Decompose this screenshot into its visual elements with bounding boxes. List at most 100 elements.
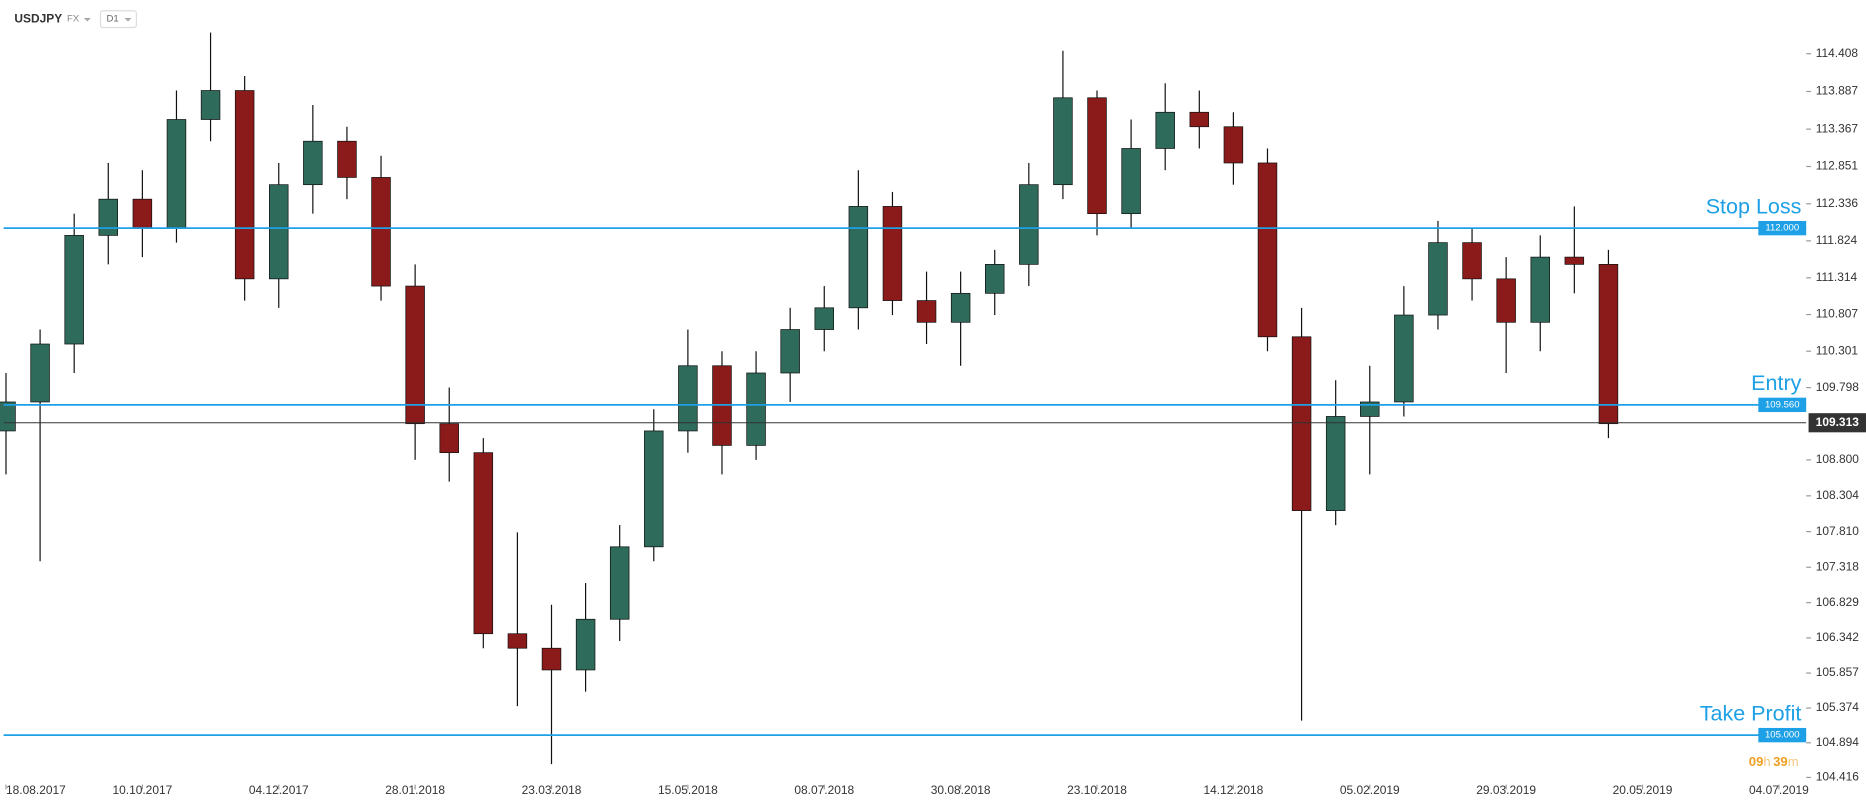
candle-body: [1394, 314, 1414, 403]
x-tick-label: 08.07.2018: [794, 783, 854, 797]
candle-body: [200, 90, 221, 120]
level-tag: [1758, 727, 1807, 743]
y-tick-label: 104.416: [1816, 770, 1860, 784]
candle-body: [1087, 97, 1107, 215]
y-tick-label: 109.798: [1816, 380, 1860, 394]
candle-body: [1257, 162, 1278, 338]
countdown-h: h: [1763, 755, 1770, 770]
candle-body: [1428, 242, 1448, 316]
x-tick-label: 30.08.2018: [931, 783, 991, 797]
level-tag: [1758, 397, 1807, 413]
candle-body: [337, 140, 357, 178]
candle-body: [1019, 184, 1039, 265]
symbol[interactable]: USDJPY: [14, 11, 62, 25]
interval-box[interactable]: [99, 10, 137, 29]
countdown-minutes: 39: [1773, 755, 1788, 770]
y-tick-label: 108.800: [1816, 452, 1860, 466]
countdown: 09h 39m: [1749, 755, 1799, 770]
candle-body: [644, 430, 664, 548]
x-tick-label: 18.08.2017: [6, 783, 66, 797]
candle-body: [678, 365, 698, 432]
candle-body: [64, 235, 84, 345]
y-tick-label: 106.342: [1816, 630, 1860, 644]
y-tick-label: 107.318: [1816, 559, 1860, 573]
y-tick-label: 113.887: [1816, 84, 1859, 98]
candle-body: [1564, 256, 1585, 265]
y-tick-label: 112.336: [1816, 196, 1859, 210]
y-tick-label: 108.304: [1816, 488, 1860, 502]
candle-body: [439, 423, 459, 454]
candle-body: [575, 618, 596, 671]
candle-body: [1291, 336, 1312, 511]
candle-body: [98, 198, 119, 236]
market[interactable]: FX: [67, 14, 80, 25]
level-name: Stop Loss: [1706, 194, 1802, 218]
y-tick-label: 112.851: [1816, 159, 1859, 173]
y-tick-label: 110.807: [1816, 307, 1859, 321]
candle-body: [0, 401, 16, 432]
candle-body: [1462, 242, 1482, 280]
candle-body: [166, 119, 187, 229]
level-tag: [1758, 220, 1807, 236]
candle-body: [1598, 263, 1619, 425]
candle-body: [984, 263, 1005, 294]
level-value-label: 105.000: [1765, 730, 1800, 741]
y-tick-label: 111.314: [1816, 270, 1858, 284]
current-price-label: 109.313: [1816, 415, 1860, 429]
interval[interactable]: D1: [106, 14, 118, 25]
candle-body: [303, 140, 323, 186]
candle-body: [371, 177, 391, 287]
level-value-label: 109.560: [1765, 399, 1800, 410]
candle-body: [780, 329, 800, 374]
y-tick-label: 113.367: [1816, 121, 1859, 135]
x-tick-label: 28.01.2018: [385, 783, 445, 797]
candle-body: [916, 300, 937, 323]
candle-body: [541, 647, 562, 671]
y-tick-label: 111.824: [1816, 233, 1858, 247]
candle-body: [1189, 111, 1210, 128]
countdown-m: m: [1788, 755, 1799, 770]
current-price-tag: [1808, 413, 1866, 433]
candle-body: [950, 292, 971, 323]
candle-body: [1530, 256, 1550, 323]
x-tick-label: 23.10.2018: [1067, 783, 1127, 797]
level-name: Entry: [1751, 371, 1801, 395]
level-name: Take Profit: [1700, 701, 1802, 725]
dropdown-arrow: [124, 17, 132, 22]
y-tick-label: 114.408: [1816, 46, 1859, 60]
x-tick-label: 29.03.2019: [1476, 783, 1536, 797]
candle-body: [746, 372, 766, 446]
dropdown-arrow: [83, 17, 91, 22]
candle-body: [1325, 416, 1346, 511]
candle-body: [405, 285, 425, 425]
candle-body: [507, 633, 528, 649]
candle-body: [814, 307, 834, 330]
y-tick-label: 105.857: [1816, 665, 1860, 679]
x-tick-label: 20.05.2019: [1613, 783, 1673, 797]
candle-body: [1121, 148, 1141, 215]
candle-body: [882, 206, 903, 301]
candle-body: [1496, 278, 1516, 323]
candle-body: [848, 206, 869, 309]
y-tick-label: 104.894: [1816, 735, 1860, 749]
candle-body: [1223, 126, 1244, 164]
countdown-hours: 09: [1749, 755, 1764, 770]
candle-body: [473, 452, 494, 635]
candle-body: [30, 343, 50, 403]
x-tick-label: 10.10.2017: [112, 783, 172, 797]
candle-body: [234, 90, 255, 280]
y-tick-label: 105.374: [1816, 700, 1860, 714]
candle-body: [1053, 97, 1073, 186]
x-tick-label: 04.07.2019: [1749, 783, 1809, 797]
y-tick-label: 107.810: [1816, 524, 1860, 538]
candle-body: [1155, 111, 1175, 149]
candle-body: [132, 198, 153, 229]
x-tick-label: 15.05.2018: [658, 783, 718, 797]
y-tick-label: 106.829: [1816, 595, 1860, 609]
x-tick-label: 05.02.2019: [1340, 783, 1400, 797]
candle-body: [269, 184, 289, 280]
x-tick-label: 14.12.2018: [1203, 783, 1263, 797]
x-tick-label: 04.12.2017: [249, 783, 309, 797]
x-tick-label: 23.03.2018: [522, 783, 582, 797]
